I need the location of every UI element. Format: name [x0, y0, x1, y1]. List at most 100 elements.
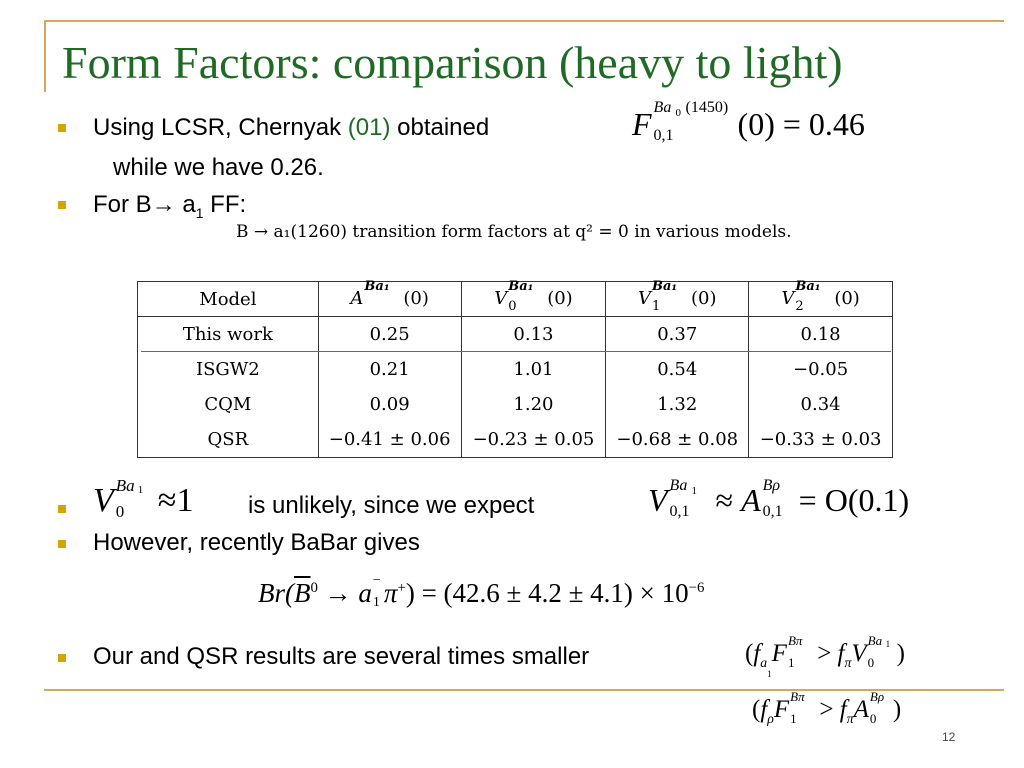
header-symbol: Model: [199, 288, 257, 310]
ratio1-f1-sub: a: [760, 655, 768, 670]
bullet-2-lead: For B→ a: [93, 191, 196, 218]
bullet-2-tail: FF:: [203, 191, 247, 218]
value-cell: 0.21: [317, 352, 462, 387]
eq-v0-rest: ≈1: [157, 482, 194, 519]
table-caption: B → a₁(1260) transition form factors at …: [236, 222, 792, 242]
equation-f0-value: F Ba 0 (1450) 0,1 (0) = 0.46: [632, 99, 865, 144]
bullet-marker: [58, 654, 66, 662]
frame-bottom-rule: [44, 689, 1004, 691]
value-cell: −0.23 ± 0.05: [460, 422, 607, 458]
eq-br-pi: π: [383, 578, 398, 608]
value-cell: 1.32: [605, 387, 750, 422]
header-tail: (0): [547, 288, 573, 309]
header-tail: (0): [691, 288, 717, 309]
ratio1-close: ): [896, 640, 905, 667]
ratio2-F-sub: 1: [790, 711, 797, 727]
header-symbol: V: [781, 288, 795, 309]
eq-exp-v-sup-sub: 1: [691, 484, 698, 497]
value-cell: −0.68 ± 0.08: [605, 422, 750, 458]
header-symbol: V: [494, 288, 508, 309]
eq1-symbol: F: [632, 106, 652, 142]
eq-v0-symbol: V: [93, 482, 114, 519]
bullet-marker: [58, 540, 66, 548]
equation-v0-approx: V Ba 1 0 ≈1: [93, 476, 194, 521]
ratio2-gt: >: [813, 696, 840, 723]
table-row: QSR −0.41 ± 0.06 −0.23 ± 0.05 −0.68 ± 0.08−…: [137, 422, 893, 458]
header-sup: Ba₁: [795, 279, 821, 294]
value-cell: 0.54: [605, 352, 750, 387]
value-cell: 1.20: [460, 387, 607, 422]
header-sup: Ba₁: [652, 279, 678, 294]
table-row: ISGW2 0.21 1.01 0.54 −0.05: [137, 352, 893, 387]
ratio2-A-sub: 0: [869, 711, 877, 727]
eq-exp-v-sup: Ba: [669, 476, 688, 494]
header-form-factor: A Ba₁ (0): [317, 279, 462, 317]
eq-br-b: B: [294, 578, 311, 608]
bullet-5-text: Our and QSR results are several times sm…: [93, 643, 590, 670]
ratio2-close: ): [892, 696, 902, 723]
eq1-sub: 0,1: [653, 126, 674, 144]
value-cell: 0.09: [317, 387, 462, 422]
ratio2-f1-sub: ρ: [767, 711, 774, 726]
table-row: This work 0.25 0.13 0.37 0.18: [137, 316, 893, 352]
ratio2-F-sup: Bπ: [790, 689, 805, 705]
bullet-1-tail: obtained: [390, 114, 490, 141]
eq-exp-a-sup: Bρ: [762, 476, 781, 494]
table-row: CQM 0.09 1.20 1.32 0.34: [137, 387, 893, 422]
header-symbol: V: [638, 288, 652, 309]
ratio2-F: F: [773, 696, 790, 723]
model-name-cell: ISGW2: [137, 352, 319, 387]
header-sub: 0: [508, 299, 517, 314]
ratio2-A: A: [853, 696, 869, 723]
ratio2-f2: f: [839, 696, 847, 723]
model-name-cell: QSR: [137, 422, 319, 458]
header-sup: Ba₁: [364, 279, 390, 294]
header-tail: (0): [403, 288, 429, 309]
ratio1-V-sup: Ba: [867, 633, 883, 649]
value-cell: 0.25: [317, 316, 462, 352]
equation-ratio-2: (fρF Bπ 1 > fπA Bρ 0): [752, 689, 902, 727]
equation-babar-br: Br(B0 → a − 1 π+) = (42.6 ± 4.2 ± 4.1) × 10…: [258, 573, 704, 610]
eq-exp-a-sub: 0,1: [762, 502, 783, 520]
model-name-cell: CQM: [137, 387, 319, 422]
eq-br-rest: ) = (42.6 ± 4.2 ± 4.1) × 10: [405, 578, 689, 608]
eq-br-pi-sup: +: [397, 580, 406, 596]
ratio1-F-sub: 1: [787, 655, 795, 671]
eq-exp-approx: ≈: [715, 482, 734, 518]
bullet-1-text: Using LCSR, Chernyak (01) obtained: [93, 114, 489, 142]
eq-v0-sup: Ba: [115, 476, 135, 496]
value-cell: 1.01: [460, 352, 607, 387]
slide-title: Form Factors: comparison (heavy to light…: [62, 37, 843, 88]
bullet-2-text: For B→ a1 FF:: [93, 191, 246, 221]
citation: (01): [347, 114, 391, 141]
eq1-sup-sub: 0: [675, 106, 682, 119]
header-symbol: A: [350, 288, 364, 309]
value-cell: 0.18: [748, 316, 893, 352]
eq-exp-a: A: [741, 482, 761, 518]
header-model: Model: [137, 281, 319, 317]
bullet-3-text: is unlikely, since we expect: [248, 492, 535, 519]
highlight-underline: [141, 351, 891, 352]
eq-exp-rest: = O(0.1): [798, 482, 910, 518]
bullet-2-sub: 1: [195, 204, 204, 221]
eq-br-b-sup: 0: [310, 580, 318, 596]
ratio1-f2-sub: π: [844, 655, 852, 670]
eq-br-a-sub: 1: [372, 594, 380, 610]
eq-br-a-sup: −: [372, 572, 381, 588]
bullet-4-text: However, recently BaBar gives: [93, 529, 420, 556]
bullet-marker: [58, 201, 66, 209]
eq-exp-v: V: [648, 482, 668, 518]
table-header-row: Model A Ba₁ (0) V Ba₁ 0 (0) V Ba₁ 1 (0) V Ba₁ 2 (0): [137, 279, 893, 317]
eq1-mass: (1450): [685, 98, 729, 116]
bullet-1-lead: Using LCSR, Chernyak: [93, 114, 348, 141]
ratio2-open: (: [752, 696, 761, 723]
equation-ratio-1: (fa1F Bπ 1 > fπV Ba 1 0): [745, 633, 905, 679]
form-factor-table: Model A Ba₁ (0) V Ba₁ 0 (0) V Ba₁ 1 (0) V Ba₁ 2 (0) Thi…: [137, 279, 893, 458]
ratio1-V-sub: 0: [867, 655, 875, 671]
ratio1-F: F: [771, 640, 787, 667]
header-sup: Ba₁: [508, 279, 534, 294]
header-tail: (0): [834, 288, 860, 309]
model-name-cell: This work: [137, 316, 319, 352]
value-cell: −0.05: [748, 352, 893, 387]
ratio1-f1: f: [753, 640, 761, 667]
